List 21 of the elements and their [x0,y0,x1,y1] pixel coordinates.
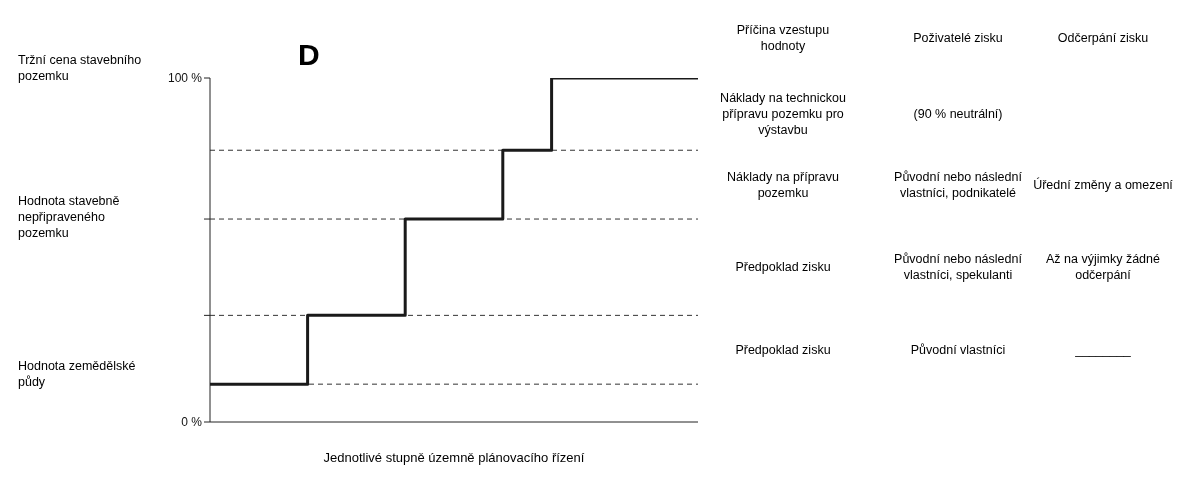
text: Odčerpání zisku [1056,30,1150,47]
chart-title: D [298,38,320,72]
text: Náklady na přípravu pozemku [726,168,840,202]
y-tick-label: 0 % [181,415,203,430]
text: Hodnota stavebně nepřipraveného pozemku [18,193,121,242]
text: Úřední změny a omezení [1033,176,1173,194]
text: Původní nebo následní vlastníci, podnikatelé [893,168,1023,202]
text: Náklady na technickou přípravu pozemku pro výstavbu [719,90,847,139]
text: (90 % neutrální) [912,106,1004,124]
text: Původní vlastníci [909,341,1007,359]
text: Tržní cena stavebního pozemku [18,52,143,84]
text: Příčina vzestupu hodnoty [735,22,831,55]
y-tick-label: 100 % [167,71,203,86]
text: Původní nebo následní vlastníci, spekulanti [893,251,1023,285]
text: Poživatelé zisku [912,30,1004,47]
text: Hodnota zemědělské půdy [18,358,137,391]
text: ________ [1074,341,1132,359]
text: Předpoklad zisku [734,259,832,277]
x-axis-title: Jednotlivé stupně územně plánovacího řízení [322,450,586,465]
text: Předpoklad zisku [734,341,832,359]
text: Až na výjimky žádné odčerpání [1045,251,1161,285]
